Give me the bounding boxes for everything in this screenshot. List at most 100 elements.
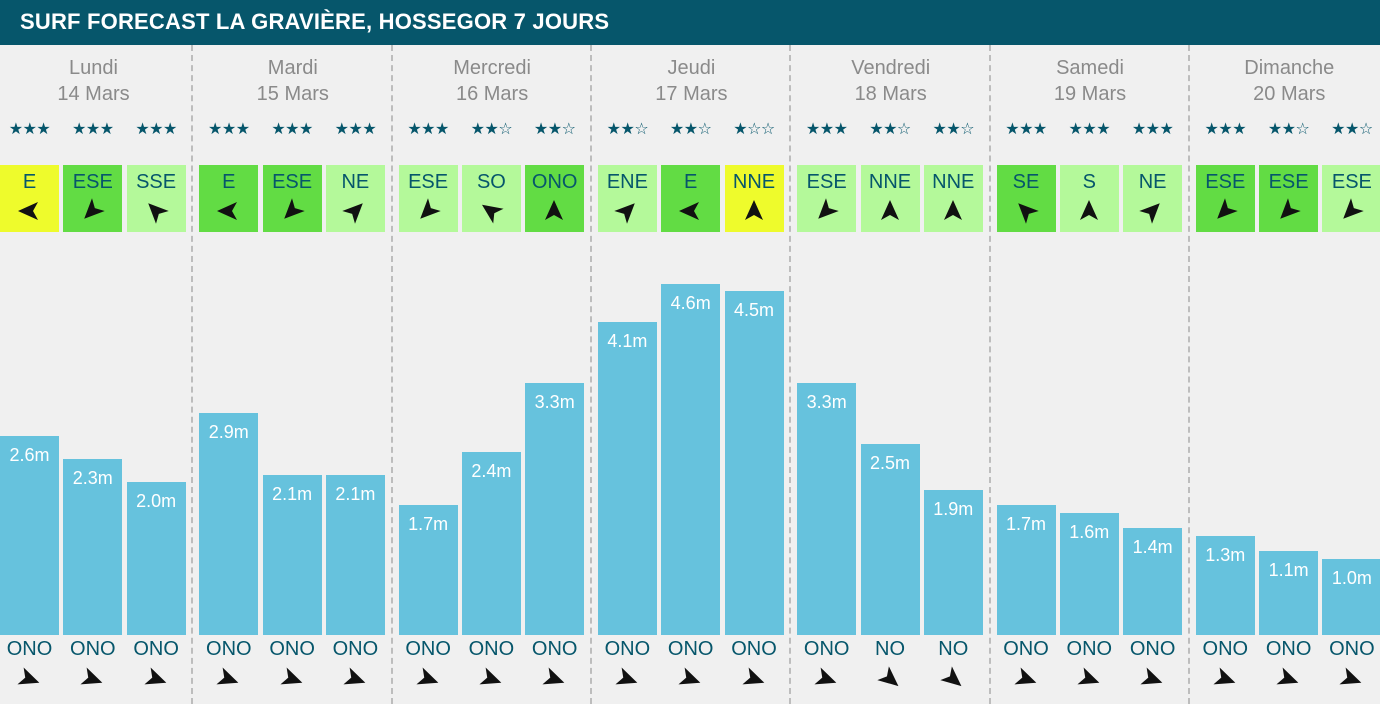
rating-stars: ★★★ (805, 119, 848, 138)
rating-stars: ★★★ (1005, 119, 1047, 138)
wave-height-label: 1.1m (1268, 559, 1309, 580)
wind-cell: ESE (262, 165, 322, 232)
wave-height-bar (525, 382, 585, 635)
swell-direction-label: ONO (1003, 638, 1049, 660)
wave-height-bar (262, 474, 322, 635)
wave-height-bar (860, 444, 920, 635)
forecast-slot: ★★☆ ENE 4.1m ONO (597, 45, 657, 704)
wind-cell: NNE (923, 165, 983, 232)
wind-arrow-icon (481, 204, 504, 224)
day-header: Samedi 19 Mars (991, 55, 1190, 115)
day-header: Mardi 15 Mars (193, 55, 392, 115)
day-date: 19 Mars (1053, 83, 1127, 105)
rating-stars: ★★☆ (533, 119, 576, 138)
day-date: 14 Mars (57, 83, 130, 105)
day-date: 15 Mars (256, 83, 329, 105)
forecast-slot: ★☆☆ NNE 4.5m ONO (724, 45, 784, 704)
wind-direction-label: ENE (606, 171, 648, 193)
rating-stars: ★★★ (72, 119, 114, 138)
wind-cell: NNE (860, 165, 920, 232)
swell-arrow-icon (1339, 667, 1362, 685)
wind-arrow-icon (1079, 200, 1098, 220)
swell-arrow-icon (1013, 667, 1036, 685)
wind-arrow-icon (818, 198, 839, 219)
forecast-slot: ★★★ ESE 3.3m ONO (797, 45, 857, 704)
wind-cell: E (661, 165, 721, 232)
rating-stars: ★★★ (407, 119, 449, 138)
swell-direction-label: ONO (531, 638, 578, 660)
swell-arrow-icon (144, 667, 166, 685)
wave-height-bar (1059, 512, 1119, 635)
wave-height-bar (597, 321, 657, 635)
wave-height-label: 3.3m (806, 391, 847, 412)
rating-stars: ★★★ (1204, 119, 1247, 138)
wind-direction-label: ESE (1268, 171, 1309, 193)
day-name: Samedi (1056, 57, 1124, 79)
day-header: Vendredi 18 Mars (791, 55, 990, 115)
swell-direction-label: ONO (1202, 638, 1249, 660)
swell-arrow-icon (814, 667, 837, 685)
wind-cell: ESE (398, 165, 458, 232)
day-name: Lundi (69, 57, 118, 79)
wind-direction-label: NNE (932, 171, 975, 193)
rating-stars: ★★★ (1131, 119, 1174, 138)
wind-cell: ESE (797, 165, 857, 232)
wind-cell: NE (1123, 165, 1183, 232)
swell-arrow-icon (1077, 667, 1100, 685)
swell-direction-label: ONO (332, 638, 379, 660)
wind-cell: ESE (1322, 165, 1380, 232)
wind-arrow-icon (943, 200, 962, 220)
wave-height-label: 2.1m (335, 483, 376, 504)
wave-height-label: 1.6m (1069, 521, 1110, 542)
wind-cell: SO (461, 165, 521, 232)
rating-stars: ★★★ (271, 119, 313, 138)
wave-height-label: 4.5m (733, 300, 775, 321)
swell-arrow-icon (17, 667, 40, 685)
wave-height-bar (1322, 558, 1380, 635)
wind-cell: NE (325, 165, 385, 232)
forecast-slot: ★★☆ ONO 3.3m ONO (525, 45, 585, 704)
wave-height-label: 1.9m (933, 498, 974, 519)
swell-arrow-icon (216, 667, 239, 685)
wave-height-bar (923, 489, 983, 635)
wave-height-label: 3.3m (534, 391, 575, 412)
wind-direction-label: ESE (806, 171, 847, 193)
wind-arrow-icon (1017, 203, 1039, 224)
wave-height-bar (461, 451, 521, 635)
swell-direction-label: ONO (1066, 638, 1113, 660)
wind-direction-label: ESE (408, 171, 449, 193)
forecast-board: Lundi 14 Mars ★★★ E 2.6m ONO ★★★ ESE 2.3m ONO ★★★ S… (0, 45, 1380, 704)
swell-arrow-icon (416, 667, 438, 685)
swell-direction-label: ONO (803, 638, 850, 660)
swell-direction-label: NO (938, 638, 969, 660)
wind-direction-label: NE (1138, 171, 1167, 193)
wave-height-bar (724, 291, 784, 635)
swell-arrow-icon (678, 667, 701, 685)
wave-height-label: 1.4m (1132, 537, 1173, 558)
day-separator (988, 45, 991, 704)
forecast-slot: ★★★ ESE 2.3m ONO (63, 45, 123, 704)
forecast-slot: ★★☆ NNE 1.9m NO (923, 45, 983, 704)
wave-height-bar (797, 382, 857, 635)
wind-direction-label: S (1082, 171, 1096, 193)
wind-direction-label: ONO (531, 171, 578, 193)
day-separator (589, 45, 592, 704)
wind-direction-label: ESE (1331, 171, 1372, 193)
swell-direction-label: ONO (667, 638, 714, 660)
wind-cell: NNE (724, 165, 784, 232)
forecast-slot: ★★☆ E 4.6m ONO (661, 45, 721, 704)
swell-direction-label: ONO (731, 638, 777, 660)
day-separator (1187, 45, 1190, 704)
wind-arrow-icon (147, 203, 169, 224)
wave-height-bar (126, 482, 186, 635)
forecast-slot: ★★★ NE 2.1m ONO (325, 45, 385, 704)
wave-height-label: 2.1m (272, 483, 313, 504)
rating-stars: ★★★ (334, 119, 377, 138)
day-separator (191, 45, 194, 704)
wind-arrow-icon (744, 200, 763, 220)
wave-height-label: 1.0m (1331, 567, 1372, 588)
rating-stars: ★★★ (8, 119, 51, 138)
rating-stars: ★★☆ (869, 119, 911, 138)
wave-height-label: 2.5m (869, 453, 911, 473)
wave-height-label: 2.6m (9, 445, 50, 466)
